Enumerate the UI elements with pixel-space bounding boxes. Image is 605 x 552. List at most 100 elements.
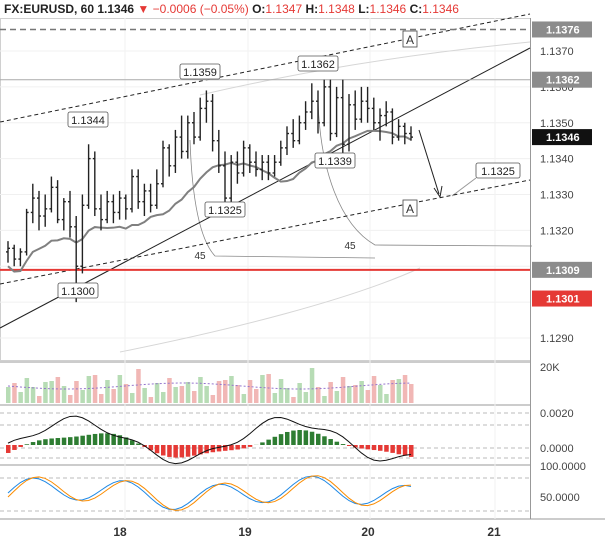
price-callout-label: 1.1300: [61, 286, 95, 298]
time-tick-label: 20: [361, 525, 375, 539]
volume-bar: [384, 394, 389, 403]
macd-histogram-bar: [136, 443, 141, 445]
volume-bar: [334, 391, 340, 403]
stochastic-panel: 100.0000 50.0000: [0, 461, 586, 512]
volume-bar: [161, 392, 166, 403]
macd-histogram-bar: [148, 445, 154, 451]
macd-histogram-bar: [24, 444, 30, 445]
volume-tick-label: 20K: [540, 362, 560, 374]
volume-bar: [43, 382, 48, 403]
price-tick-label: 1.1320: [540, 225, 574, 237]
macd-histogram-bar: [371, 445, 377, 451]
annotations: 1.1344 1.1359 1.1362 1.1325 1.1339 1.1300 1.13…: [57, 30, 521, 299]
last-price: 1.1346: [97, 2, 135, 16]
volume-bar: [223, 380, 228, 403]
trendline-solid: [0, 47, 531, 329]
macd-line: [7, 415, 412, 465]
price-tag-label: 1.1346: [546, 132, 580, 144]
volume-bar: [68, 395, 73, 403]
macd-histogram-bar: [216, 445, 222, 452]
stoch-tick-label: 100.0000: [540, 461, 586, 473]
stoch-k-line: [7, 475, 412, 510]
channel-marker-label: A: [406, 202, 414, 216]
volume-bar: [18, 392, 23, 403]
volume-bar: [316, 387, 321, 403]
price-tag-label: 1.1376: [546, 24, 580, 36]
macd-histogram-bar: [49, 438, 54, 445]
volume-bar: [359, 381, 364, 403]
macd-histogram-bar: [161, 445, 166, 456]
time-axis[interactable]: 18 19 20 21: [113, 525, 501, 539]
macd-histogram-bar: [12, 445, 17, 450]
volume-bar: [192, 391, 197, 403]
macd-histogram-bar: [154, 445, 160, 454]
macd-histogram-bar: [223, 445, 228, 451]
volume-bar: [105, 380, 110, 403]
price-tag-box: [532, 261, 592, 278]
volume-bar: [24, 378, 30, 403]
macd-histogram-bar: [365, 445, 371, 450]
price-tag-box: [532, 71, 592, 88]
volume-bar: [130, 393, 135, 403]
macd-histogram-bar: [204, 445, 209, 454]
price-tag-label: 1.1362: [546, 75, 580, 87]
down-arrow-icon: ▼: [137, 2, 150, 16]
price-levels: [0, 28, 530, 271]
macd-histogram-bar: [173, 445, 178, 458]
volume-bar: [291, 397, 296, 403]
volume-bar: [396, 379, 402, 403]
macd-histogram-bar: [402, 445, 408, 456]
price-tick-label: 1.1290: [540, 333, 574, 345]
macd-histogram-bar: [241, 445, 247, 449]
channel-lower-dashed: [0, 179, 531, 285]
macd-histogram-bar: [74, 436, 79, 445]
volume-bar: [61, 386, 67, 403]
macd-histogram-bar: [260, 442, 265, 445]
volume-bar: [117, 375, 123, 403]
volume-bar: [272, 393, 278, 403]
macd-histogram-bar: [167, 445, 172, 457]
callout-pointer: [451, 177, 477, 197]
stoch-tick-label: 50.0000: [540, 492, 580, 504]
volume-bar: [260, 375, 265, 403]
close-value: 1.1346: [422, 2, 459, 16]
channel-marker-box: [402, 199, 418, 217]
macd-histogram-bar: [328, 439, 333, 445]
price-tag-box: [532, 129, 592, 146]
volume-bar: [371, 376, 377, 403]
macd-histogram-bar: [340, 444, 346, 445]
volume-bar: [328, 382, 333, 403]
price-callout-box: [179, 63, 221, 80]
volume-bar: [92, 375, 98, 403]
macd-histogram-bar: [86, 434, 92, 445]
macd-histogram-bar: [55, 438, 61, 445]
volume-bar: [365, 390, 371, 403]
volume-bar: [353, 385, 358, 403]
macd-histogram-bar: [297, 430, 302, 445]
macd-histogram-bar: [303, 430, 309, 445]
macd-histogram-bar: [179, 445, 185, 458]
volume-panel: 20K: [6, 362, 560, 403]
volume-bar: [285, 388, 290, 403]
macd-histogram-bar: [61, 437, 67, 445]
macd-tick-label: 0.0020: [540, 408, 574, 420]
volume-bar: [247, 380, 253, 403]
macd-histogram-bar: [92, 433, 98, 445]
macd-histogram-bar: [43, 439, 48, 445]
price-callout-label: 1.1344: [71, 115, 105, 127]
time-tick-label: 21: [487, 525, 501, 539]
price-callout-box: [204, 201, 246, 218]
channel-upper-dashed: [0, 13, 531, 123]
high-value: 1.1348: [318, 2, 355, 16]
volume-bar: [216, 381, 222, 403]
price-callout-box: [297, 55, 339, 72]
volume-bar: [37, 396, 42, 403]
volume-bar: [99, 394, 104, 403]
time-tick-label: 19: [238, 525, 252, 539]
price-tick-label: 1.1330: [540, 190, 574, 202]
macd-histogram-bar: [409, 445, 414, 457]
price-axis[interactable]: 1.13701.13601.13501.13401.13301.13201.13…: [532, 21, 592, 345]
macd-histogram-bar: [266, 439, 271, 445]
price-callout-box: [67, 111, 109, 128]
